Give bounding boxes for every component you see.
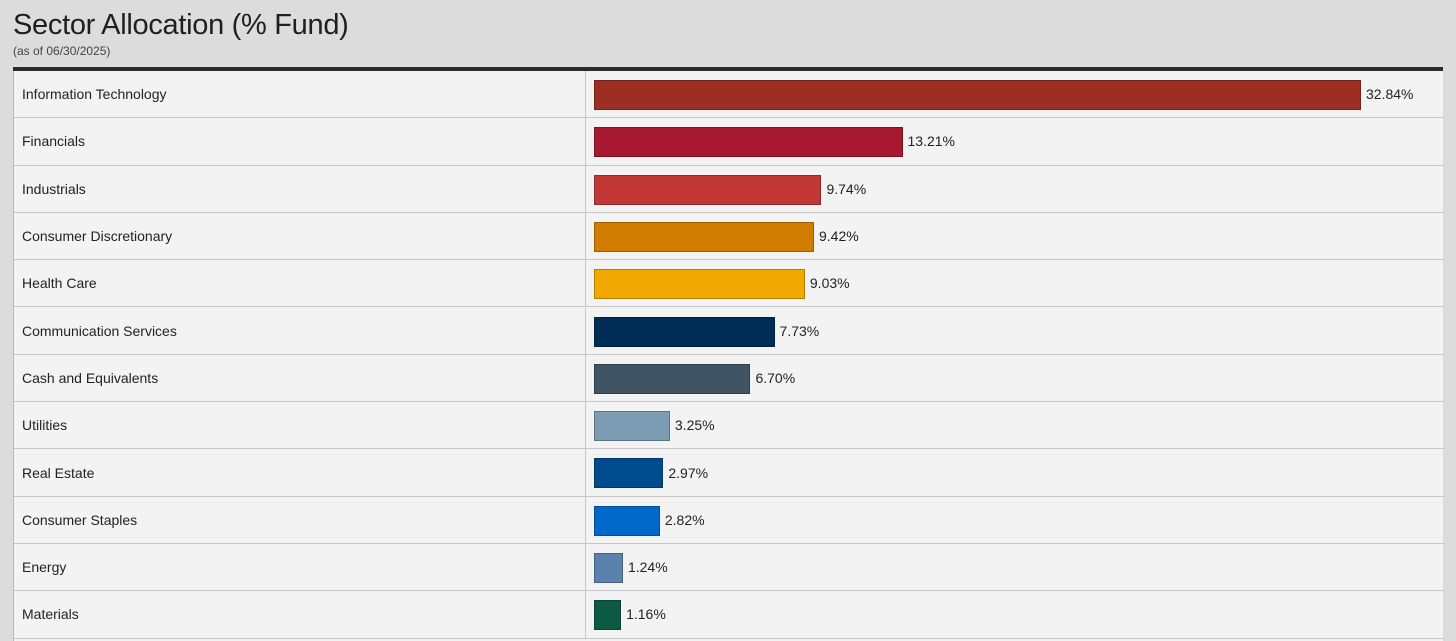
bar-value-label: 32.84% (1366, 86, 1414, 103)
table-row: Consumer Staples 2.82% (14, 496, 1444, 544)
sector-label: Health Care (14, 260, 586, 307)
table-row: Utilities 3.25% (14, 402, 1444, 450)
bar (594, 269, 805, 300)
bar-value-label: 2.82% (664, 511, 705, 528)
bar-cell: 6.70% (587, 355, 1444, 401)
table-row: Materials 1.16% (14, 591, 1444, 639)
sector-label: Utilities (14, 402, 586, 449)
bar (594, 316, 775, 347)
bar-cell: 9.03% (587, 260, 1444, 306)
sector-label: Information Technology (14, 71, 586, 118)
bar-cell: 2.97% (587, 449, 1444, 495)
bar (594, 553, 623, 583)
bar (594, 80, 1361, 110)
bar-value-label: 13.21% (907, 133, 955, 150)
bar (594, 505, 660, 536)
table-row: Health Care 9.03% (14, 260, 1444, 308)
bar-cell: 3.25% (587, 402, 1444, 448)
sector-label: Communication Services (14, 307, 586, 354)
sector-label: Consumer Staples (14, 496, 586, 543)
bar-cell: 2.82% (587, 497, 1444, 543)
sector-label: Materials (14, 591, 586, 638)
sector-label: Industrials (14, 165, 586, 212)
table-row: Information Technology 32.84% (14, 71, 1444, 119)
sector-label: Financials (14, 118, 586, 165)
bar-value-label: 7.73% (779, 322, 820, 339)
bar-value-label: 9.03% (809, 275, 850, 292)
table-row: Energy 1.24% (14, 544, 1444, 592)
bar-value-label: 6.70% (755, 369, 796, 386)
sector-allocation-table: Information Technology 32.84% Financials 13… (13, 71, 1444, 641)
bar-cell: 1.16% (587, 591, 1444, 637)
bar-cell: 9.42% (587, 213, 1444, 259)
bar (594, 411, 670, 442)
sector-label: Cash and Equivalents (14, 354, 586, 402)
sector-label: Real Estate (14, 449, 586, 496)
bar-cell: 1.24% (587, 544, 1444, 590)
chart-title: Sector Allocation (% Fund) (13, 9, 349, 41)
table-row: Industrials 9.74% (14, 165, 1444, 213)
bar (594, 600, 622, 631)
bar-value-label: 1.16% (626, 606, 666, 623)
bar (594, 458, 664, 489)
bar (594, 363, 751, 394)
bar-value-label: 9.42% (819, 228, 859, 245)
table-row: Consumer Discretionary 9.42% (14, 212, 1444, 261)
bar (594, 174, 822, 205)
sector-label: Consumer Discretionary (14, 212, 586, 260)
sector-label: Energy (14, 544, 586, 591)
bar-value-label: 9.74% (826, 180, 867, 197)
header-rule (13, 67, 1443, 71)
bar-cell: 9.74% (587, 166, 1444, 212)
bar (594, 221, 814, 252)
bar-value-label: 3.25% (674, 417, 715, 434)
bar-cell: 7.73% (587, 308, 1444, 354)
bar (594, 127, 903, 158)
chart-subtitle: (as of 06/30/2025) (13, 44, 111, 58)
bar-value-label: 1.24% (627, 559, 668, 576)
table-row: Cash and Equivalents 6.70% (14, 354, 1444, 403)
table-row: Real Estate 2.97% (14, 449, 1444, 497)
bar-cell: 13.21% (587, 118, 1444, 164)
table-row: Financials 13.21% (14, 118, 1444, 166)
bar-cell: 32.84% (587, 71, 1444, 117)
table-row: Communication Services 7.73% (14, 307, 1444, 355)
chart-header: Sector Allocation (% Fund) (as of 06/30/… (13, 8, 349, 58)
bar-value-label: 2.97% (668, 464, 709, 481)
